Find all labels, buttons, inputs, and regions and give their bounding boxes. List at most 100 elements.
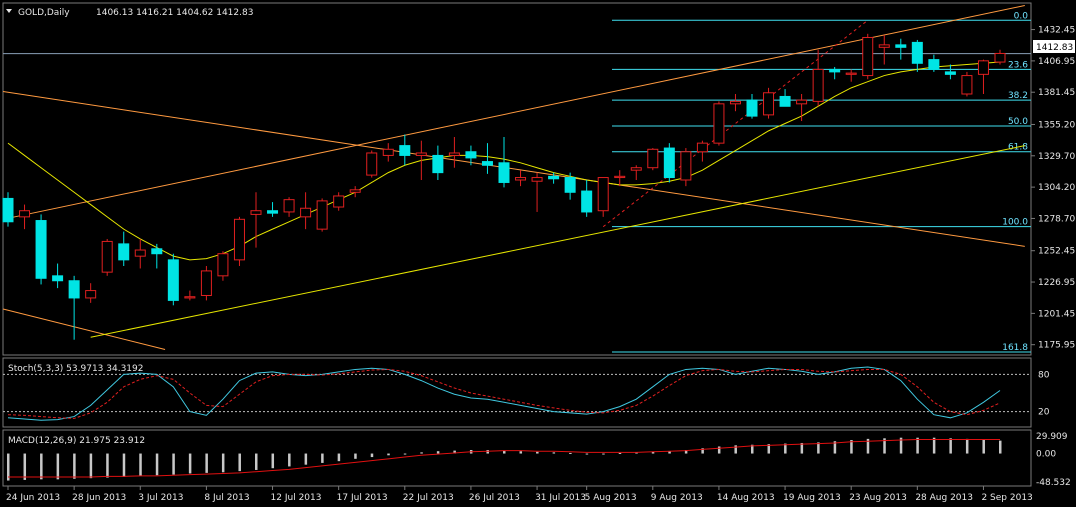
candle-body [283, 199, 295, 213]
macd-bar [982, 439, 985, 454]
candle-body [597, 177, 609, 212]
macd-bar [866, 438, 870, 454]
macd-bar [337, 453, 341, 462]
collapse-icon[interactable] [6, 9, 12, 13]
candle-body [19, 210, 31, 218]
candle-body [233, 218, 245, 261]
macd-bar [370, 453, 374, 458]
candle-body [349, 189, 361, 193]
candle-body [713, 103, 725, 144]
candle-body [614, 175, 626, 179]
candle-body [300, 207, 312, 218]
macd-bar [56, 453, 60, 480]
candle-body [415, 152, 427, 156]
symbol-label: GOLD,Daily [18, 8, 70, 18]
macd-bar [40, 453, 43, 480]
candle-body [200, 270, 212, 296]
axis-layer: 1432.45 1406.95 1381.45 1355.20 1329.70 1304.… [6, 26, 1075, 503]
candle-body [763, 92, 775, 116]
fib-label-1: 23.6 [1008, 60, 1028, 70]
stoch-tick-label-0: 80 [1038, 370, 1050, 380]
candle-body [878, 44, 890, 48]
candle-body [333, 195, 345, 208]
date-label-0: 24 Jun 2013 [6, 493, 60, 503]
macd-bar [503, 450, 506, 454]
date-label-11: 14 Aug 2013 [717, 493, 775, 503]
macd-bar [221, 453, 225, 473]
candle-body [862, 36, 874, 77]
date-label-3: 8 Jul 2013 [204, 493, 249, 503]
candle-body [944, 71, 956, 75]
candle-body [729, 100, 741, 105]
macd-bar [7, 453, 10, 481]
candle-body [680, 151, 692, 181]
price-tag-box [1033, 40, 1075, 53]
macd-bar [668, 451, 671, 454]
macd-bar [453, 450, 456, 454]
macd-bar [536, 451, 539, 454]
macd-bar [635, 452, 638, 454]
macd-bar [23, 453, 27, 480]
macd-bar [817, 442, 820, 454]
stoch-tick-label-1: 20 [1038, 408, 1050, 418]
candle-body [548, 175, 560, 180]
macd-bar [883, 438, 886, 454]
macd-bar [916, 437, 919, 454]
candle-body [366, 152, 378, 176]
macd-bar [89, 453, 93, 479]
date-label-6: 22 Jul 2013 [403, 493, 454, 503]
macd-bar [899, 437, 903, 454]
candle-body [52, 275, 64, 282]
fib-anchor-line [602, 19, 869, 228]
candle-body [796, 99, 808, 105]
macd-bar [271, 453, 275, 469]
candle-body [2, 197, 14, 223]
candle-body [250, 210, 262, 215]
macd-tick-label-2: -48.532 [1036, 478, 1071, 488]
date-label-4: 12 Jul 2013 [271, 493, 322, 503]
date-label-5: 17 Jul 2013 [337, 493, 388, 503]
candle-body [184, 296, 196, 299]
date-label-1: 28 Jun 2013 [72, 493, 126, 503]
price-panel [2, 2, 1032, 356]
date-label-10: 9 Aug 2013 [651, 493, 703, 503]
price-layer: 0.0 23.6 38.2 50.0 61.8 100.0 161.8 [2, 5, 1031, 353]
macd-bar [618, 452, 622, 454]
macd-bar [965, 438, 969, 454]
candle-body [68, 280, 80, 299]
candle-body [399, 145, 411, 156]
macd-bar [833, 441, 837, 454]
stoch-title: Stoch(5,3,3) 53.9713 34.3192 [8, 364, 143, 374]
macd-bar [155, 453, 159, 476]
date-label-14: 28 Aug 2013 [915, 493, 973, 503]
macd-bar [387, 453, 390, 456]
candle-body [994, 52, 1006, 63]
macd-bar [106, 453, 109, 478]
price-tick-label-9: 1201.45 [1038, 309, 1075, 319]
candle-body [217, 253, 229, 277]
macd-bar [172, 453, 175, 475]
price-tick-label-0: 1432.45 [1038, 26, 1075, 36]
macd-bar [850, 440, 853, 454]
candle-body [581, 190, 593, 213]
macd-bar [651, 451, 655, 454]
date-label-9: 5 Aug 2013 [585, 493, 637, 503]
candle-body [779, 95, 791, 107]
fib-label-6: 161.8 [1002, 343, 1028, 353]
candle-body [515, 177, 527, 181]
date-label-13: 23 Aug 2013 [849, 493, 907, 503]
candle-body [696, 142, 708, 153]
macd-bar [800, 442, 804, 454]
candle-body [382, 148, 394, 156]
macd-bar [403, 453, 407, 455]
candle-body [101, 240, 113, 273]
macd-bar [205, 453, 208, 473]
fib-label-2: 38.2 [1008, 91, 1028, 101]
macd-tick-label-1: 0.00 [1036, 450, 1056, 460]
candle-body [812, 68, 824, 102]
macd-bar [73, 453, 76, 479]
macd-bar [304, 453, 308, 465]
macd-panel [2, 429, 1032, 487]
date-label-8: 31 Jul 2013 [535, 493, 586, 503]
